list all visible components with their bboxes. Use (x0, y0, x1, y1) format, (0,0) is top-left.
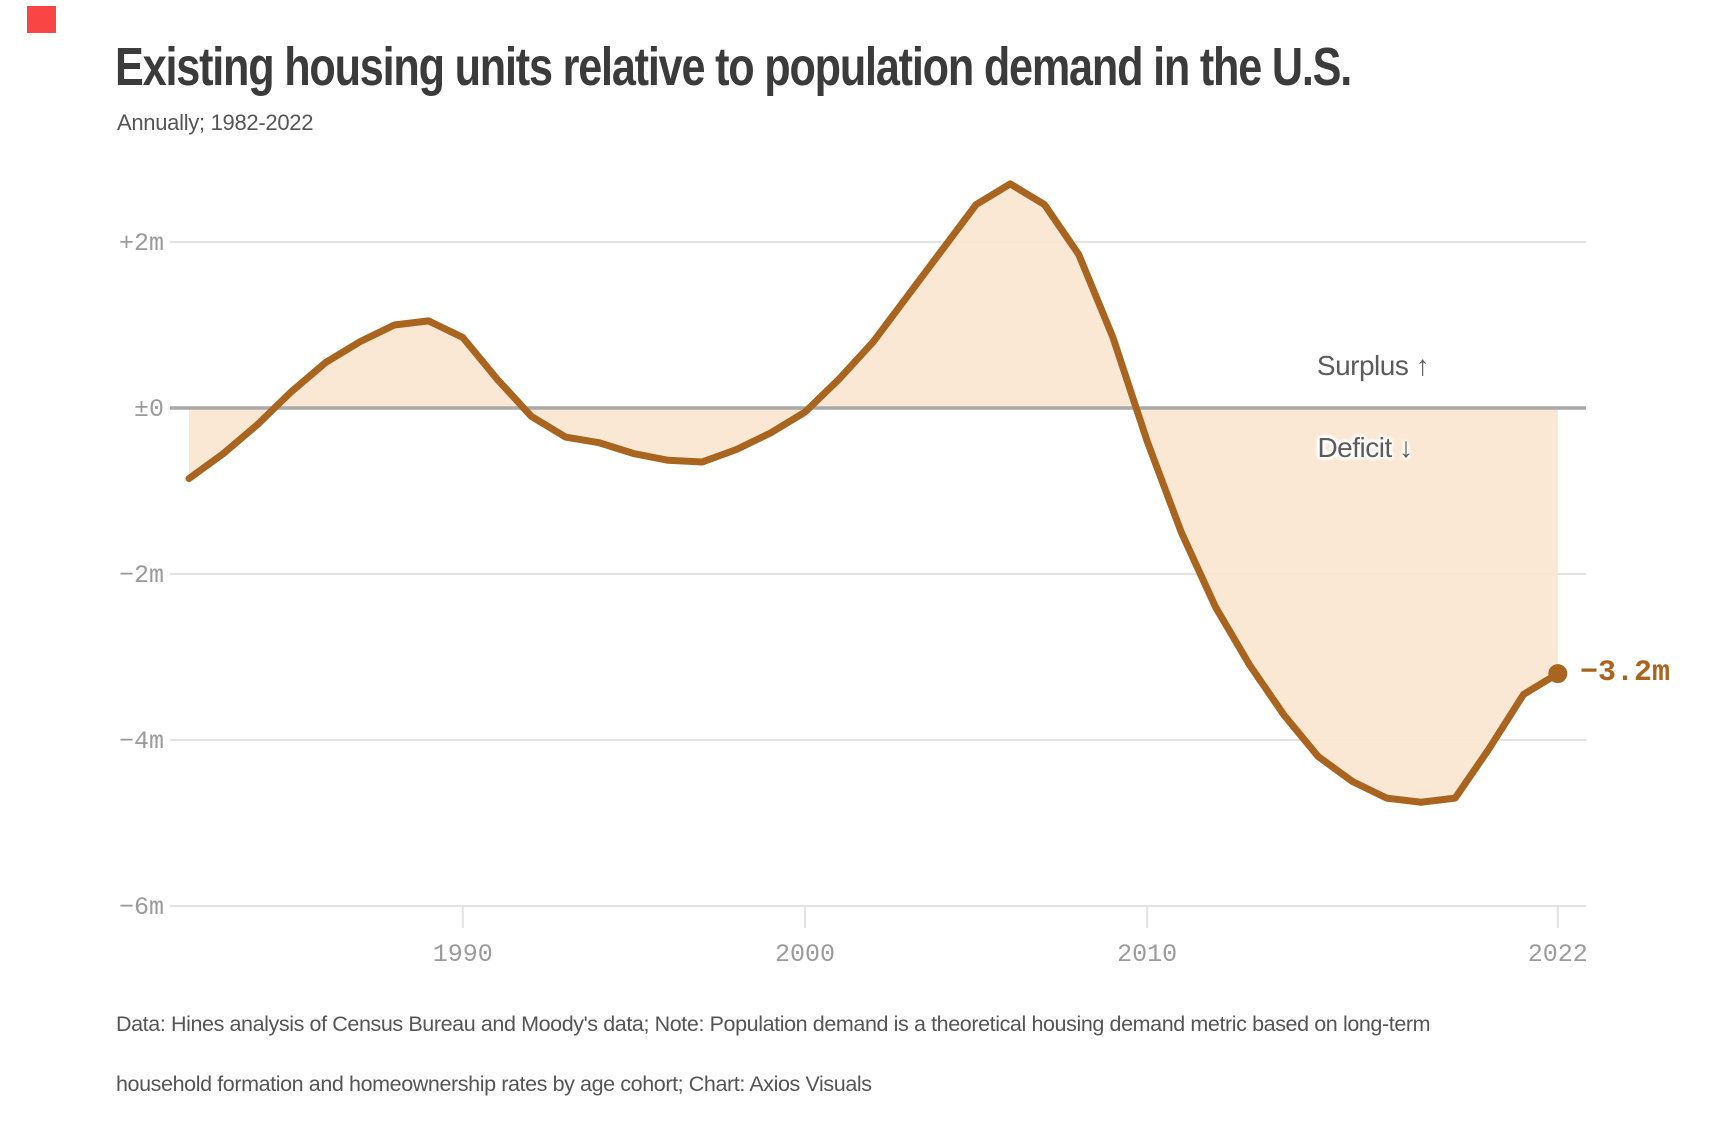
endpoint-value-label: −3.2m (1580, 656, 1671, 690)
y-axis-label: −4m (119, 727, 164, 756)
x-axis-label: 1990 (433, 940, 493, 969)
y-axis-label: −6m (119, 893, 164, 922)
series-line (185, 180, 1562, 806)
y-axis-label: −2m (119, 561, 164, 590)
chart-subtitle: Annually; 1982-2022 (117, 110, 314, 135)
page-title: Existing housing units relative to popul… (115, 37, 1352, 97)
area-fill (189, 183, 1558, 803)
deficit-annotation: Deficit ↓ (1317, 432, 1413, 463)
surplus-annotation: Surplus ↑ (1316, 350, 1430, 381)
end-point-dot (1548, 664, 1568, 684)
x-axis-label: 2010 (1117, 940, 1177, 969)
footer-source-note-line2: household formation and homeownership ra… (116, 1072, 872, 1096)
y-axis-label: +2m (119, 229, 164, 258)
footer-source-note-line1: Data: Hines analysis of Census Bureau an… (116, 1012, 1431, 1036)
y-axis-label: ±0 (134, 395, 164, 424)
x-axis-label: 2000 (775, 940, 835, 969)
x-axis-label: 2022 (1528, 940, 1588, 969)
brand-accent-square (27, 6, 56, 33)
